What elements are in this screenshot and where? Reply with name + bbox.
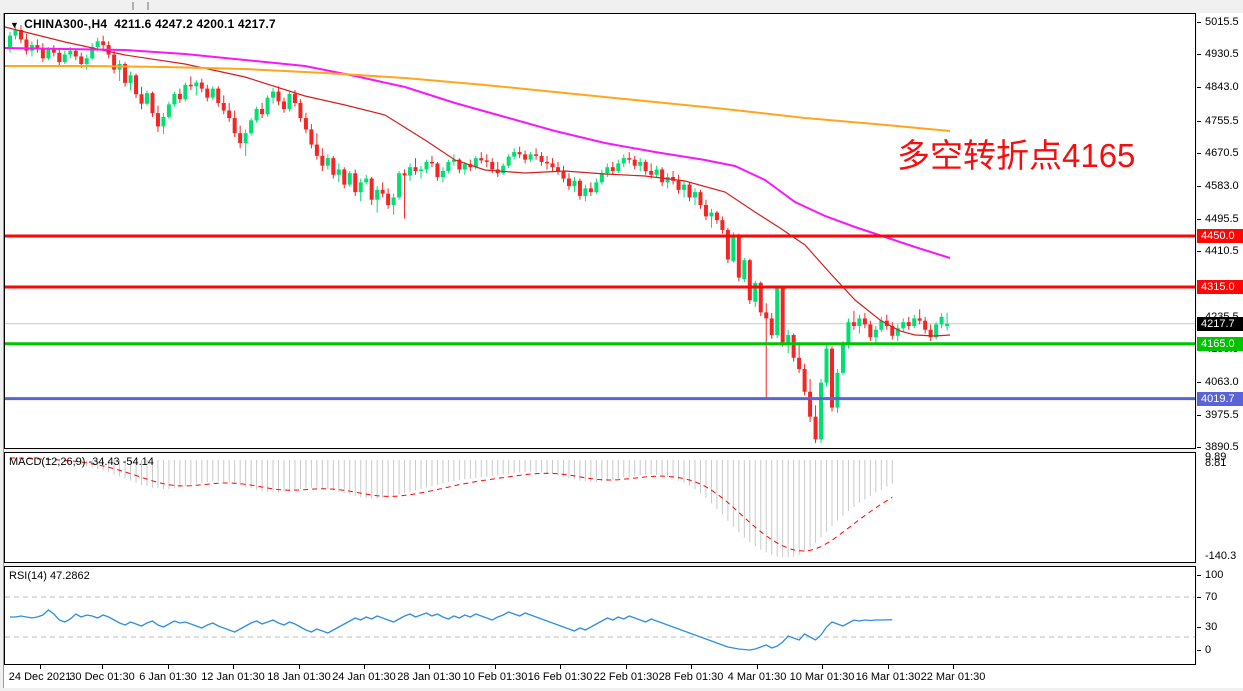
macd-axis-bottom: -140.3 — [1205, 550, 1237, 562]
time-tick-label: 10 Feb 01:30 — [462, 671, 528, 683]
time-tick — [626, 665, 627, 669]
time-tick-label: 16 Feb 01:30 — [527, 671, 593, 683]
time-tick-label: 6 Jan 01:30 — [139, 671, 197, 683]
rsi-axis-label: 30 — [1205, 621, 1218, 633]
price-axis[interactable]: 5015.5 4930.5 4843.0 4755.5 4670.5 4583.0 4495… — [1197, 13, 1243, 665]
price-tick-label: 4583.0 — [1205, 179, 1239, 192]
window-bottom-border — [0, 688, 1243, 691]
toolbar-artifact — [132, 2, 134, 10]
rsi-axis-tick — [1197, 575, 1201, 576]
window-left-border — [0, 13, 4, 688]
price-tick — [1197, 415, 1201, 417]
price-tick — [1197, 185, 1201, 187]
rsi-axis-label: 0 — [1205, 644, 1212, 656]
time-tick — [757, 665, 758, 669]
time-tick — [40, 665, 41, 669]
top-strip — [0, 0, 1243, 13]
price-tick-label: 4755.5 — [1205, 114, 1239, 127]
macd-name: MACD(12,26,9) — [9, 456, 86, 468]
time-tick-label: 22 Feb 01:30 — [593, 671, 659, 683]
time-tick-label: 30 Dec 01:30 — [69, 671, 135, 683]
time-tick — [168, 665, 169, 669]
time-tick-label: 22 Mar 01:30 — [920, 671, 986, 683]
rsi-value: 47.2862 — [49, 570, 90, 582]
price-tick — [1197, 382, 1201, 384]
turning-point-annotation: 多空转折点4165 — [897, 137, 1136, 174]
time-tick-label: 18 Jan 01:30 — [267, 671, 331, 683]
main-chart-panel[interactable] — [4, 13, 1196, 449]
price-tag-4450.0: 4450.0 — [1197, 229, 1243, 243]
toolbar-artifact — [147, 2, 149, 10]
time-tick — [102, 665, 103, 669]
time-tick-label: 28 Feb 01:30 — [658, 671, 724, 683]
time-tick — [953, 665, 954, 669]
time-tick — [822, 665, 823, 669]
price-tag-4315.0: 4315.0 — [1197, 280, 1243, 295]
macd-axis-top: 9.89 — [1205, 451, 1227, 463]
price-tick-label: 4063.0 — [1205, 376, 1239, 389]
time-tick-label: 4 Mar 01:30 — [727, 671, 787, 683]
price-tick-label: 4670.5 — [1205, 146, 1239, 159]
time-tick-label: 28 Jan 01:30 — [397, 671, 461, 683]
time-tick — [429, 665, 430, 669]
price-tick — [1197, 447, 1201, 449]
rsi-axis-label: 70 — [1205, 591, 1218, 603]
price-tag-4165.0: 4165.0 — [1197, 336, 1243, 351]
rsi-name: RSI(14) — [9, 570, 47, 582]
symbol-period-label: CHINA300-,H4 — [24, 17, 108, 31]
price-tick — [1197, 54, 1201, 56]
price-tick — [1197, 152, 1201, 154]
panel-splitter[interactable] — [4, 449, 1196, 452]
time-axis[interactable]: 24 Dec 2021 30 Dec 01:30 6 Jan 01:30 12 Jan… — [4, 665, 1243, 688]
rsi-indicator-label: RSI(14) 47.2862 — [9, 570, 90, 582]
time-tick-label: 16 Mar 01:30 — [855, 671, 921, 683]
price-tick-label: 3890.5 — [1205, 441, 1239, 454]
price-tick-label: 4843.0 — [1205, 81, 1239, 94]
panel-splitter[interactable] — [4, 563, 1196, 566]
price-tick-label: 4410.5 — [1205, 244, 1239, 257]
rsi-axis-tick — [1197, 627, 1201, 628]
rsi-axis-tick — [1197, 597, 1201, 598]
price-tick-label: 4495.5 — [1205, 212, 1239, 225]
price-tick-label: 4930.5 — [1205, 48, 1239, 61]
price-tick — [1197, 120, 1201, 122]
price-tick — [1197, 22, 1201, 24]
time-tick — [233, 665, 234, 669]
price-tick — [1197, 218, 1201, 220]
time-tick-label: 12 Jan 01:30 — [201, 671, 265, 683]
time-tick-label: 10 Mar 01:30 — [789, 671, 855, 683]
time-tick-label: 24 Dec 2021 — [8, 671, 72, 683]
macd-axis-top2: 8.81 — [1205, 457, 1227, 469]
rsi-panel[interactable] — [4, 566, 1196, 665]
price-tick — [1197, 250, 1201, 252]
time-tick — [560, 665, 561, 669]
price-tick — [1197, 87, 1201, 89]
time-tick — [888, 665, 889, 669]
time-tick — [364, 665, 365, 669]
rsi-axis-tick — [1197, 650, 1201, 651]
price-tick-label: 3975.5 — [1205, 409, 1239, 422]
price-tag-4217.7: 4217.7 — [1197, 316, 1243, 331]
price-tag-4019.7: 4019.7 — [1197, 391, 1243, 406]
macd-panel[interactable] — [4, 452, 1196, 563]
ohlc-values: 4211.6 4247.2 4200.1 4217.7 — [114, 17, 276, 31]
time-tick-label: 24 Jan 01:30 — [332, 671, 396, 683]
symbol-dropdown-icon[interactable]: ▼ — [10, 20, 20, 30]
time-tick — [691, 665, 692, 669]
price-tick-label: 5015.5 — [1205, 16, 1239, 29]
time-tick — [495, 665, 496, 669]
time-tick — [299, 665, 300, 669]
macd-values: -34.43 -54.14 — [88, 456, 154, 468]
chart-title: ▼ CHINA300-,H4 4211.6 4247.2 4200.1 4217.… — [10, 17, 276, 31]
macd-indicator-label: MACD(12,26,9) -34.43 -54.14 — [9, 456, 154, 468]
rsi-axis-label: 100 — [1205, 569, 1224, 581]
